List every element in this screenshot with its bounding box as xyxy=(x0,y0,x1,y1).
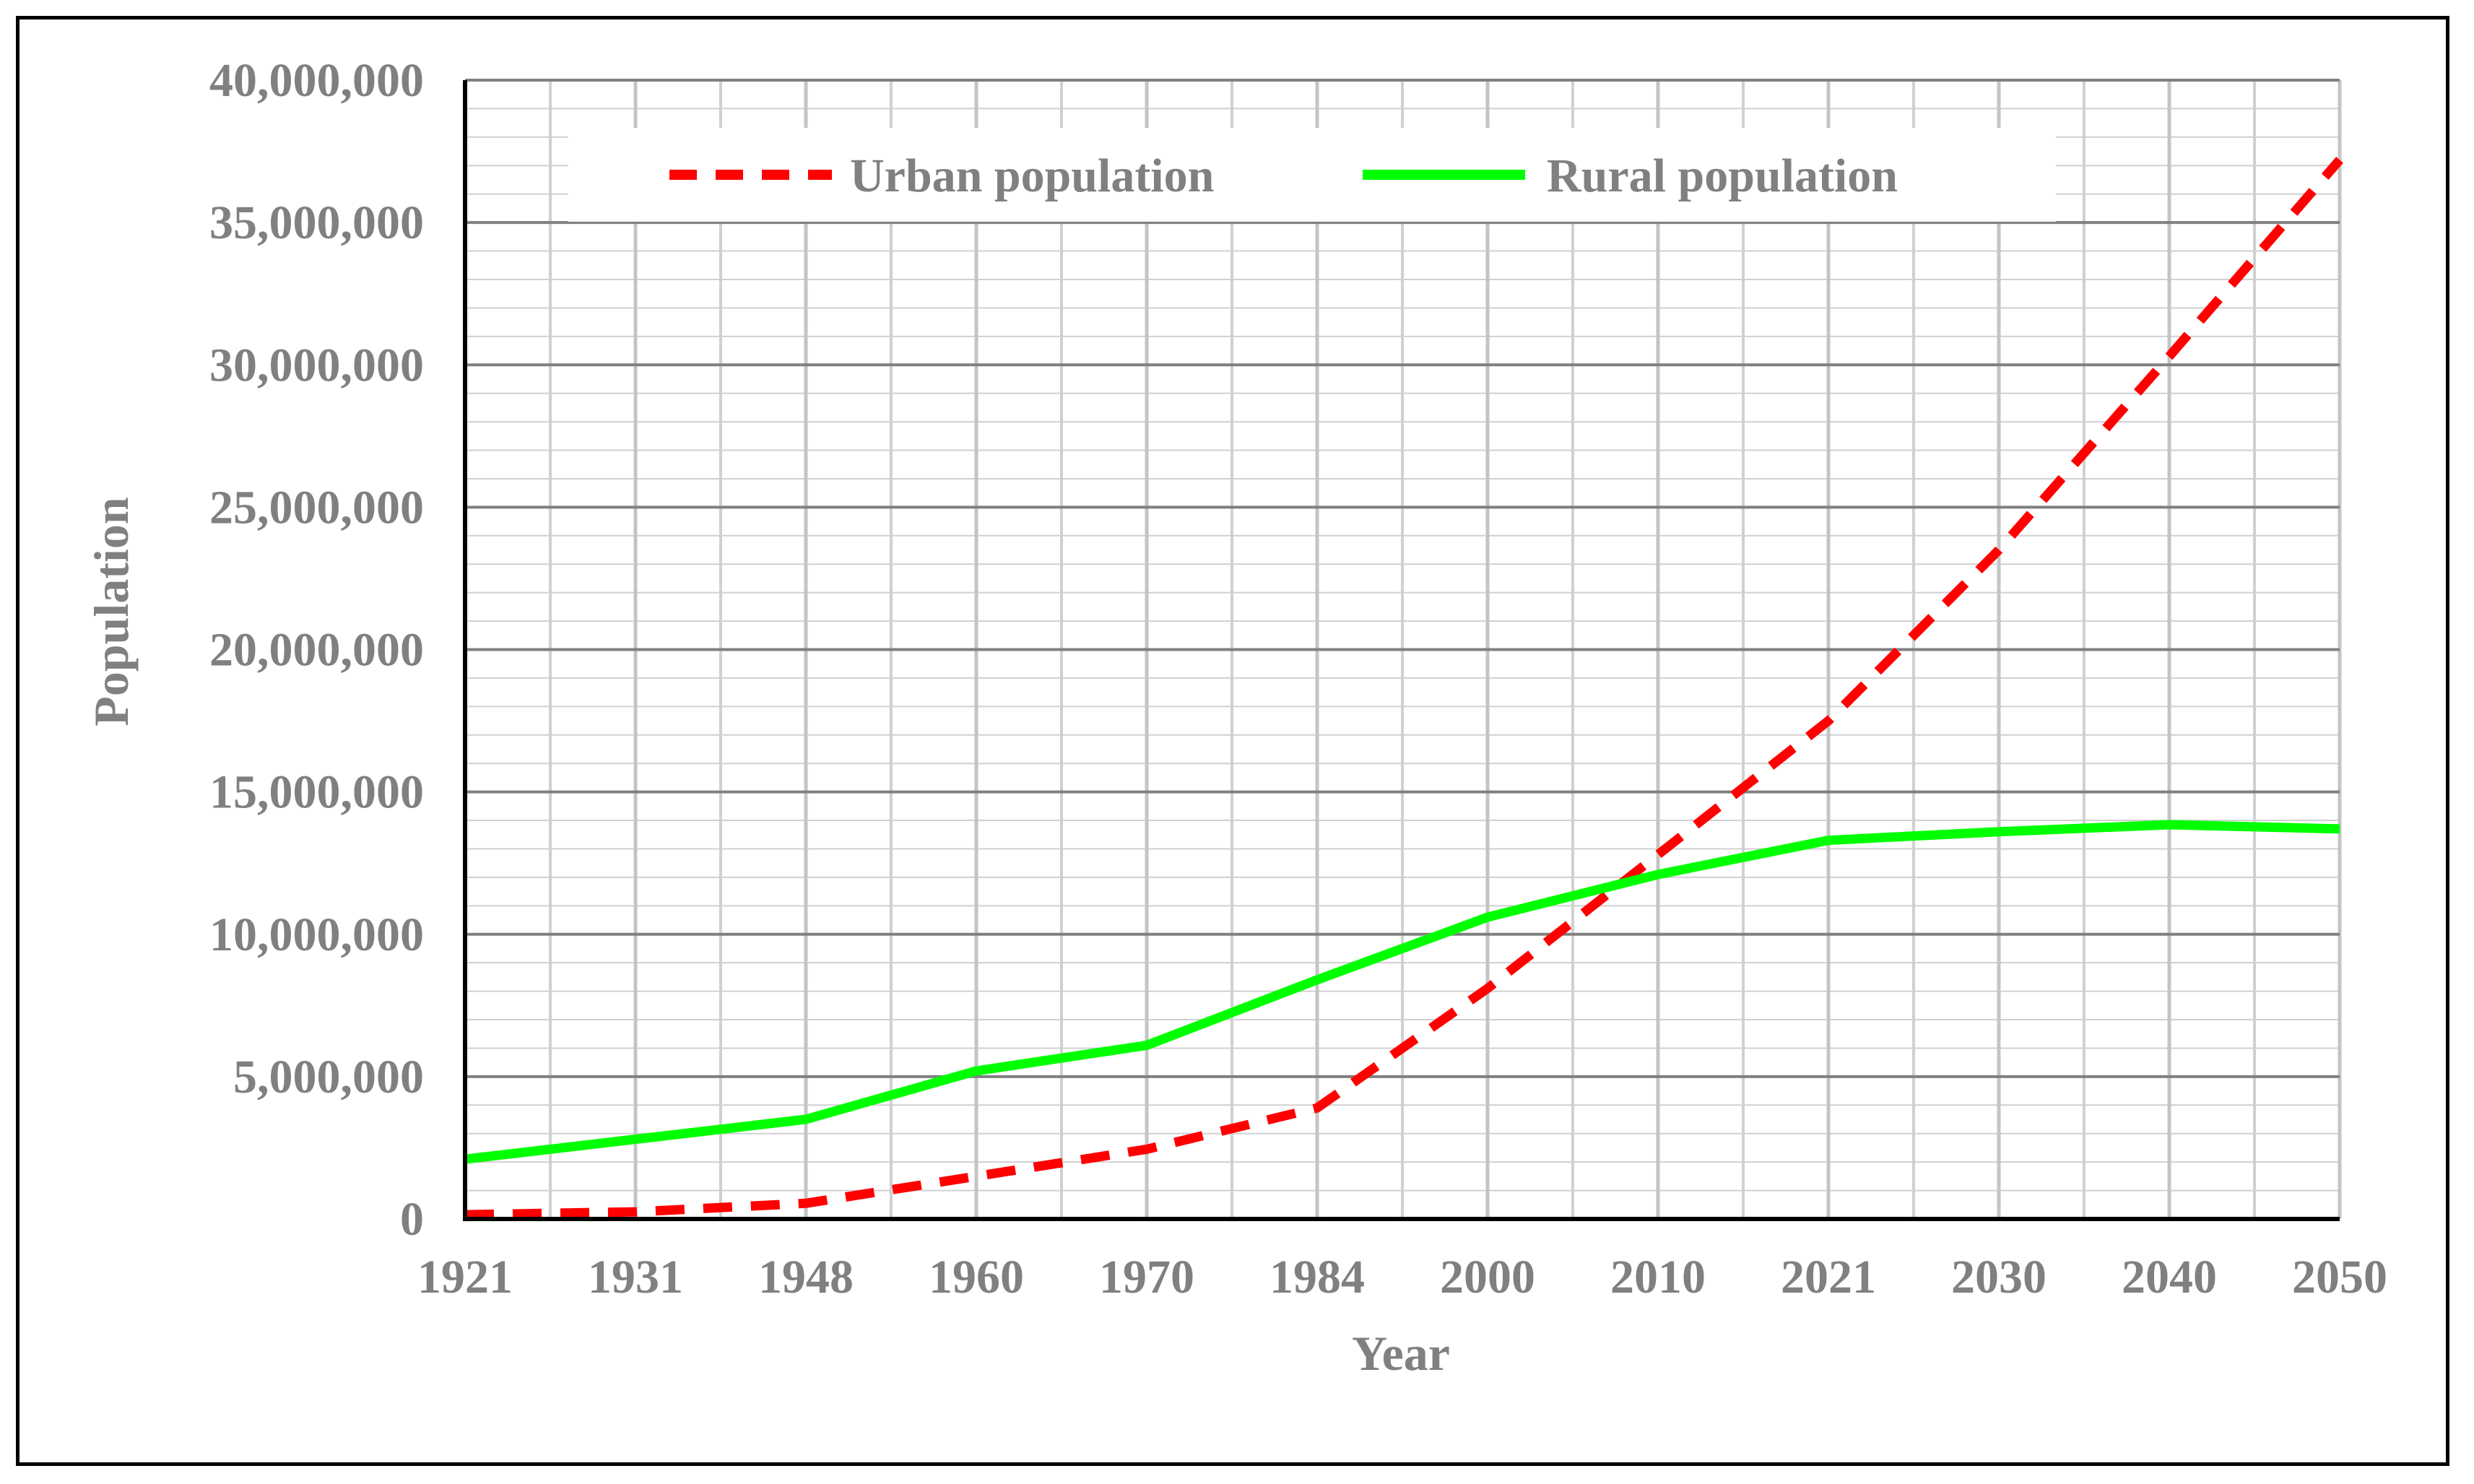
x-axis-title: Year xyxy=(1352,1326,1450,1381)
x-tick-label: 1960 xyxy=(929,1251,1024,1303)
x-tick-label: 2040 xyxy=(2122,1251,2217,1303)
x-tick-label: 1948 xyxy=(758,1251,854,1303)
y-tick-label: 10,000,000 xyxy=(209,908,424,961)
y-tick-label: 20,000,000 xyxy=(209,624,424,677)
legend-urban-label: Urban population xyxy=(850,149,1214,202)
x-tick-label: 2010 xyxy=(1610,1251,1706,1303)
x-tick-labels: 1921 1931 1948 1960 1970 1984 2000 2010 2021 2030… xyxy=(417,1251,2387,1303)
y-tick-label: 35,000,000 xyxy=(209,196,424,249)
line-chart: 0 5,000,000 10,000,000 15,000,000 20,000,000… xyxy=(84,54,2387,1381)
legend: Urban population Rural population xyxy=(568,128,2056,222)
x-tick-label: 1970 xyxy=(1099,1251,1194,1303)
x-tick-label: 1921 xyxy=(417,1251,513,1303)
y-tick-label: 15,000,000 xyxy=(209,766,424,819)
y-axis-title: Population xyxy=(84,497,139,726)
series-layer xyxy=(464,157,2343,1220)
y-tick-labels: 0 5,000,000 10,000,000 15,000,000 20,000,000… xyxy=(209,54,424,1246)
x-tick-label: 1931 xyxy=(588,1251,683,1303)
chart-frame: 0 5,000,000 10,000,000 15,000,000 20,000,000… xyxy=(16,16,2449,1466)
x-tick-label: 2000 xyxy=(1440,1251,1535,1303)
axes xyxy=(463,80,2340,1221)
minor-gridlines xyxy=(465,80,2340,1219)
x-tick-label: 1984 xyxy=(1269,1251,1365,1303)
x-tick-label: 2030 xyxy=(1951,1251,2047,1303)
y-tick-label: 5,000,000 xyxy=(233,1051,424,1103)
legend-rural-label: Rural population xyxy=(1547,149,1898,202)
y-tick-label: 30,000,000 xyxy=(209,339,424,391)
y-tick-label: 0 xyxy=(400,1193,424,1246)
x-tick-label: 2050 xyxy=(2292,1251,2387,1303)
y-tick-label: 40,000,000 xyxy=(209,54,424,107)
y-tick-label: 25,000,000 xyxy=(209,481,424,534)
series-line-rural xyxy=(464,820,2340,1164)
series-line-urban xyxy=(464,157,2343,1220)
x-tick-label: 2021 xyxy=(1781,1251,1876,1303)
major-gridlines xyxy=(465,79,2342,1219)
